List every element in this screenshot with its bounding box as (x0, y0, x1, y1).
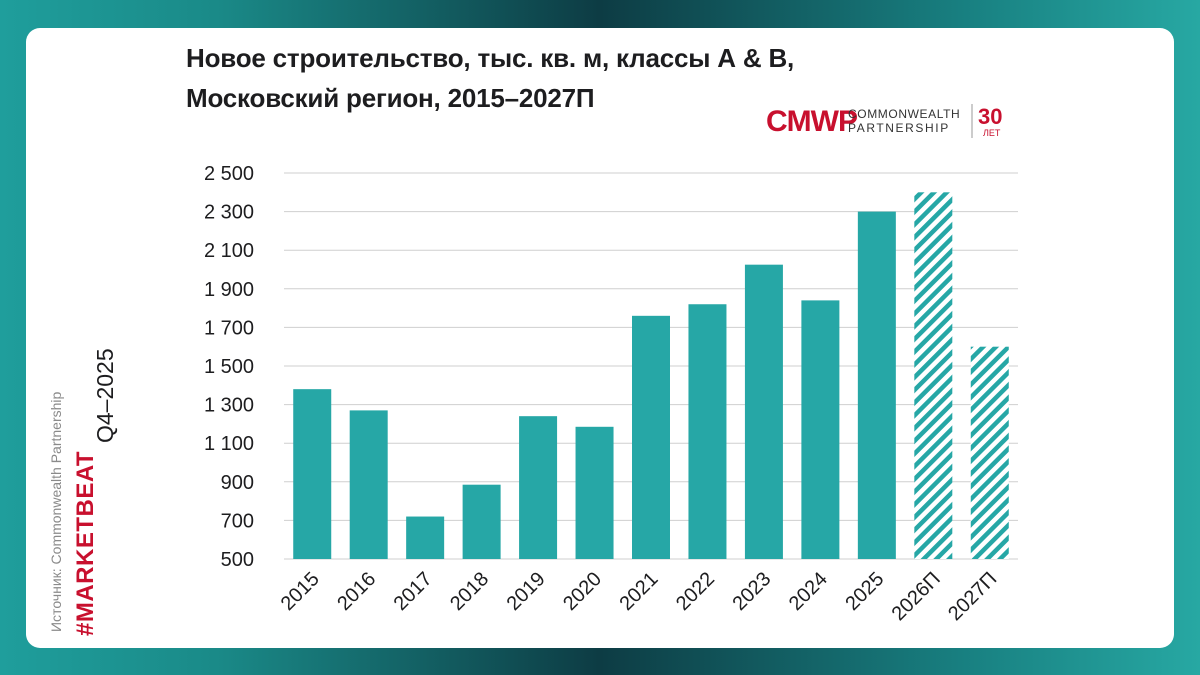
bar-2018 (462, 484, 501, 559)
x-tick-label: 2018 (446, 568, 493, 615)
bar-2021 (632, 315, 670, 559)
x-tick-label: 2023 (728, 568, 775, 615)
y-axis-ticks: 500 700 900 1 100 1 300 1 500 1 700 1 900 2 100 2… (204, 163, 254, 571)
logo-line-2: PARTNERSHIP (848, 121, 950, 135)
y-tick-label: 2 500 (204, 163, 254, 185)
x-tick-label: 2020 (559, 568, 606, 615)
logo-mark: CMWP (766, 105, 857, 138)
logo-years-label: ЛЕТ (983, 128, 1001, 138)
x-tick-label: 2015 (277, 568, 324, 615)
y-tick-label: 2 100 (204, 240, 254, 262)
y-tick-label: 2 300 (204, 202, 254, 224)
bar-2022 (688, 304, 727, 559)
bar-2015 (293, 389, 332, 559)
x-tick-label: 2026П (888, 568, 945, 625)
bar-forecast-2027П (970, 346, 1009, 559)
chart-title: Новое строительство, тыс. кв. м, классы … (186, 38, 794, 118)
x-tick-label: 2025 (841, 568, 888, 615)
y-tick-label: 700 (221, 510, 254, 532)
y-tick-label: 1 900 (204, 279, 254, 301)
y-tick-label: 1 500 (204, 356, 254, 378)
bar-2019 (519, 416, 558, 559)
chart-card: Новое строительство, тыс. кв. м, классы … (26, 28, 1174, 648)
bar-2020 (575, 426, 614, 559)
bar-chart: 500 700 900 1 100 1 300 1 500 1 700 1 900 2 100 2… (204, 163, 1018, 625)
bar-2016 (349, 410, 388, 559)
bar-2023 (744, 264, 783, 559)
x-axis-ticks: 2015 2016 2017 2018 2019 2020 2021 2022 2023 2024… (277, 568, 1002, 625)
y-tick-label: 1 100 (204, 433, 254, 455)
y-tick-label: 1 700 (204, 317, 254, 339)
y-tick-label: 900 (221, 472, 254, 494)
title-line-1: Новое строительство, тыс. кв. м, классы … (186, 43, 795, 73)
bar-2017 (406, 516, 445, 559)
x-tick-label: 2017 (390, 568, 437, 615)
logo-line-1: COMMONWEALTH (848, 107, 960, 121)
logo-years: 30 (978, 104, 1002, 129)
company-logo: CMWP COMMONWEALTH PARTNERSHIP 30 ЛЕТ (766, 104, 1002, 138)
x-tick-label: 2022 (672, 568, 719, 615)
y-tick-label: 1 300 (204, 395, 254, 417)
x-tick-label: 2016 (333, 568, 380, 615)
bars (293, 192, 1009, 560)
bar-2024 (801, 300, 840, 559)
bar-2025 (857, 211, 896, 559)
title-line-2: Московский регион, 2015–2027П (186, 83, 595, 113)
x-tick-label: 2019 (503, 568, 550, 615)
x-tick-label: 2027П (944, 568, 1001, 625)
bar-forecast-2026П (914, 192, 953, 560)
x-tick-label: 2021 (616, 568, 663, 615)
y-tick-label: 500 (221, 549, 254, 571)
x-tick-label: 2024 (785, 568, 832, 615)
